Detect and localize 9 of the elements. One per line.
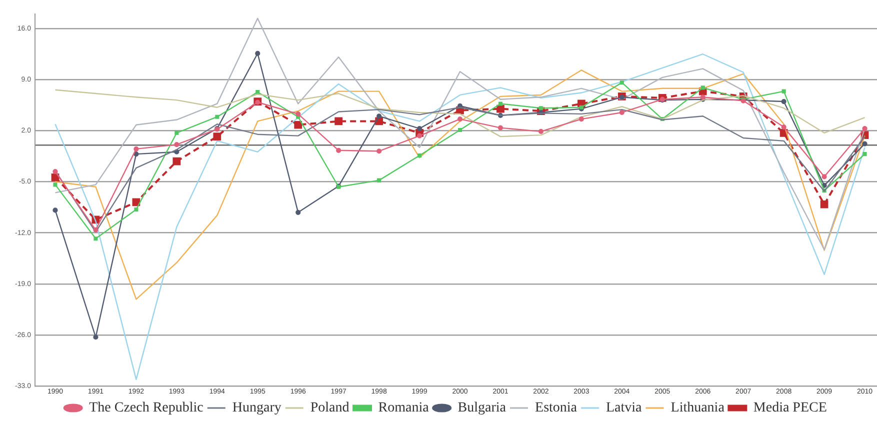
legend-label: Romania: [378, 400, 430, 416]
legend-label: Hungary: [232, 400, 282, 416]
legend-label: Lithuania: [670, 400, 726, 416]
legend-label: Latvia: [606, 400, 643, 416]
legend-label: Media PECE: [753, 400, 827, 416]
legend-label: Poland: [310, 400, 350, 416]
legend-label: Bulgaria: [458, 400, 507, 416]
legend-label: Estonia: [535, 400, 578, 416]
legend-label: The Czech Republic: [89, 400, 204, 416]
